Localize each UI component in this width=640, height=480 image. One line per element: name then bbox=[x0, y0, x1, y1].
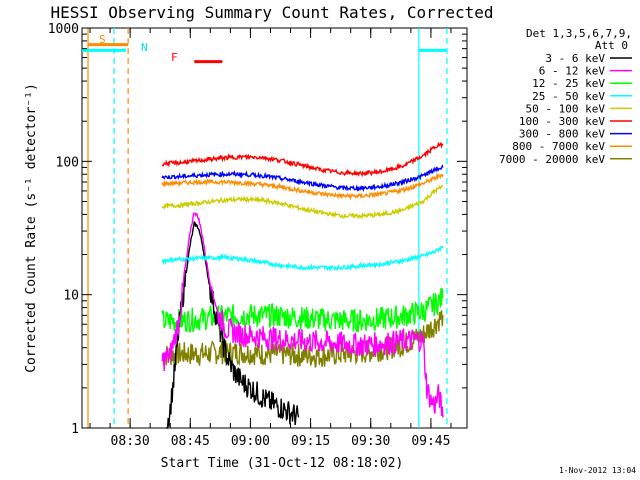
series-layer bbox=[161, 141, 444, 429]
x-axis-title: Start Time (31-Oct-12 08:18:02) bbox=[161, 456, 404, 471]
chart-title: HESSI Observing Summary Count Rates, Cor… bbox=[50, 3, 493, 22]
flare-label: F bbox=[171, 51, 178, 64]
legend-label: 300 - 800 keV bbox=[519, 128, 605, 141]
saa-label: S bbox=[99, 33, 106, 46]
series-line bbox=[161, 245, 444, 272]
night-label: N bbox=[141, 41, 148, 54]
x-tick-label: 08:30 bbox=[111, 434, 150, 449]
event-markers bbox=[87, 28, 448, 428]
legend-header-attenuator: Att 0 bbox=[595, 39, 628, 52]
legend-label: 50 - 100 keV bbox=[526, 102, 606, 115]
legend-header-detectors: Det 1,3,5,6,7,9, bbox=[526, 27, 632, 40]
series-line bbox=[166, 220, 300, 429]
legend-label: 100 - 300 keV bbox=[519, 115, 605, 128]
series-line bbox=[161, 141, 444, 178]
legend-label: 800 - 7000 keV bbox=[512, 140, 605, 153]
legend-label: 12 - 25 keV bbox=[532, 77, 605, 90]
series-line bbox=[161, 212, 444, 418]
y-tick-label: 10 bbox=[63, 289, 79, 304]
y-tick-label: 1000 bbox=[48, 22, 79, 37]
timestamp: 1-Nov-2012 13:04 bbox=[559, 466, 636, 475]
x-axis: 08:30 08:45 09:00 09:15 09:30 09:45 bbox=[89, 28, 452, 449]
y-tick-label: 1 bbox=[71, 422, 79, 437]
x-tick-label: 09:45 bbox=[411, 434, 450, 449]
flags-layer: S N F bbox=[82, 33, 447, 64]
legend-label: 7000 - 20000 keV bbox=[499, 153, 605, 166]
series-line bbox=[161, 172, 444, 201]
legend-label: 3 - 6 keV bbox=[545, 52, 605, 65]
x-tick-label: 09:30 bbox=[351, 434, 390, 449]
y-axis-title: Corrected Count Rate (s⁻¹ detector⁻¹) bbox=[24, 83, 39, 373]
x-tick-label: 08:45 bbox=[171, 434, 210, 449]
plot-frame bbox=[81, 27, 468, 429]
legend-label: 6 - 12 keV bbox=[539, 65, 606, 78]
series-line bbox=[161, 164, 444, 193]
x-tick-label: 09:00 bbox=[231, 434, 270, 449]
legend-label: 25 - 50 keV bbox=[532, 90, 605, 103]
plot-area bbox=[81, 27, 468, 429]
y-axis: 1 10 100 1000 bbox=[48, 22, 467, 437]
x-tick-label: 09:15 bbox=[291, 434, 330, 449]
y-tick-label: 100 bbox=[56, 155, 79, 170]
series-line bbox=[161, 288, 444, 333]
series-line bbox=[161, 184, 444, 220]
